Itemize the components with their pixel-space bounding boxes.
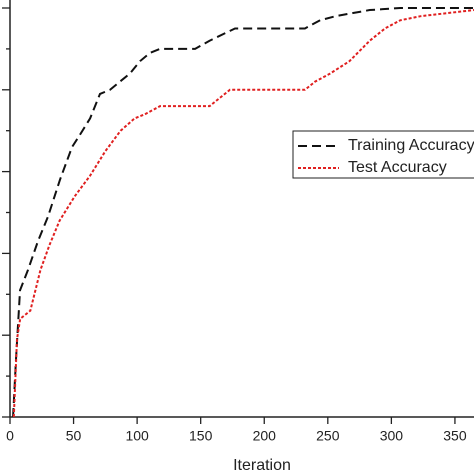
x-tick-label: 100 [125,428,149,444]
line-series [12,7,474,418]
legend-label: Training Accuracy [348,137,474,154]
legend-label: Test Accuracy [348,159,447,176]
x-tick-label: 350 [443,428,467,444]
line-series [12,9,474,418]
x-tick-label: 200 [253,428,277,444]
legend-box [292,130,474,179]
x-tick-label: 50 [66,428,82,444]
x-tick-label: 0 [6,428,14,444]
x-tick-label: 150 [189,428,213,444]
x-axis-label: Iteration [233,457,291,474]
x-tick-label: 300 [380,428,404,444]
x-tick-label: 250 [316,428,340,444]
